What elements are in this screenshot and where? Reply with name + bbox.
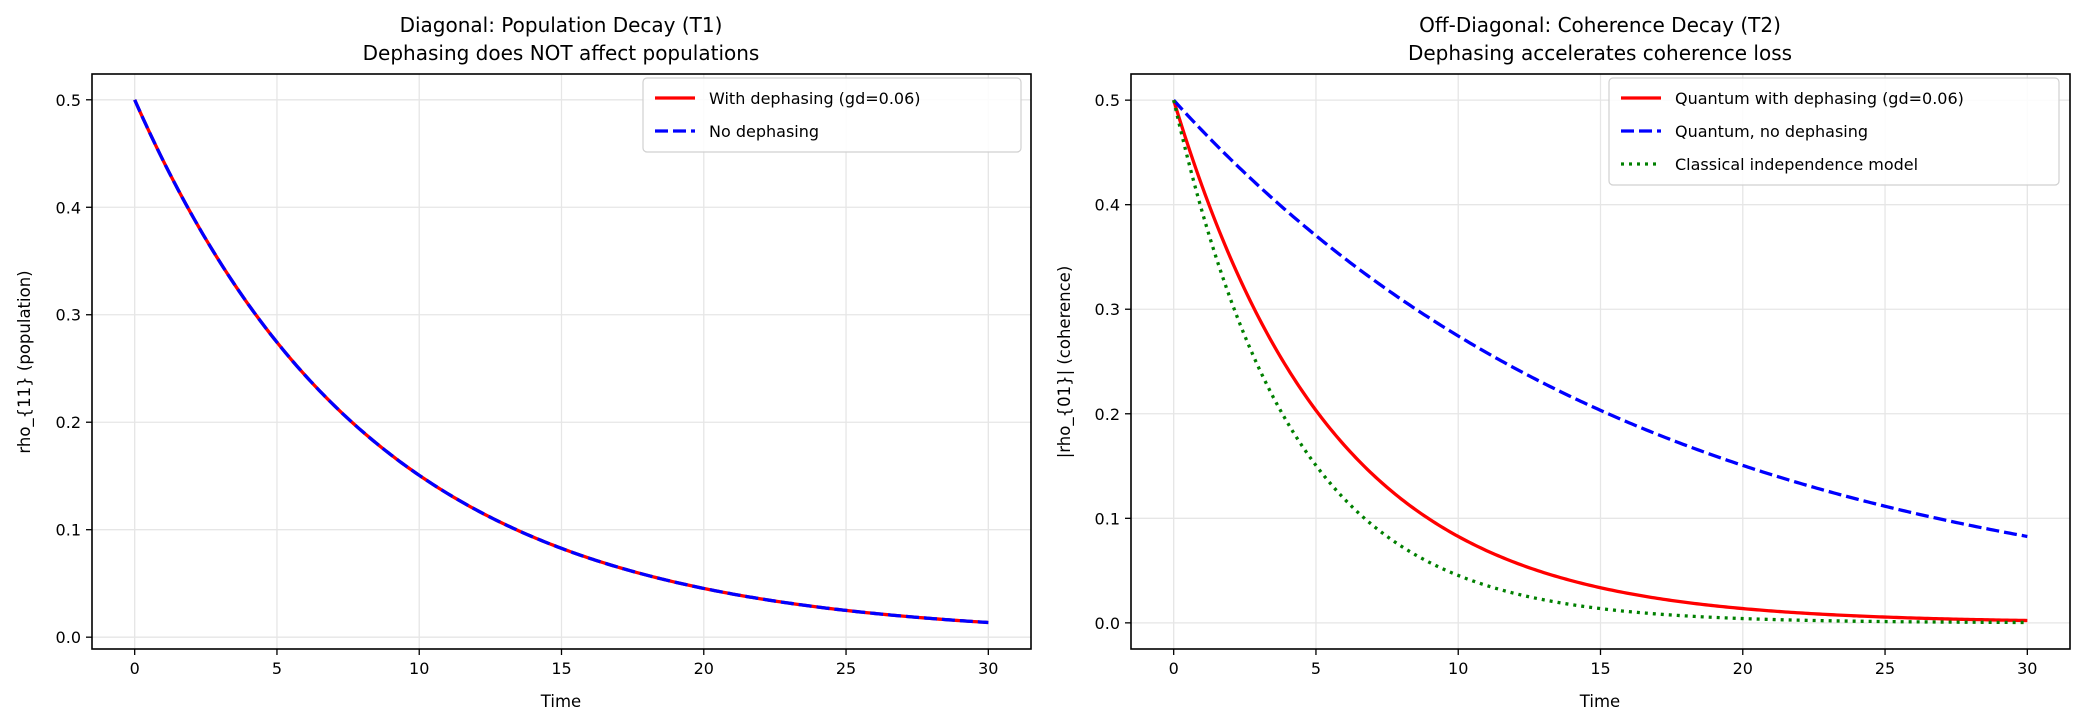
x-tick-label: 25 xyxy=(1875,659,1895,678)
y-tick-label: 0.0 xyxy=(56,628,81,647)
legend: Quantum with dephasing (gd=0.06) Quantum,… xyxy=(1608,77,2060,186)
y-tick-label: 0.4 xyxy=(56,198,81,217)
right-x-axis-label: Time xyxy=(1579,692,1620,711)
y-tick-label: 0.2 xyxy=(56,413,81,432)
x-tick-label: 10 xyxy=(1448,659,1468,678)
right-y-axis-label: |rho_{01}| (coherence) xyxy=(1055,266,1075,459)
x-tick-label: 5 xyxy=(272,659,282,678)
x-tick-label: 20 xyxy=(1733,659,1753,678)
legend-entry-label: Quantum with dephasing (gd=0.06) xyxy=(1675,89,1964,108)
y-tick-label: 0.1 xyxy=(56,521,81,540)
x-tick-label: 30 xyxy=(978,659,998,678)
y-tick-label: 0.3 xyxy=(1095,300,1120,319)
series-line-2 xyxy=(1172,99,2028,539)
x-tick-label: 10 xyxy=(409,659,429,678)
left-x-axis-label: Time xyxy=(540,692,581,711)
y-tick-label: 0.1 xyxy=(1095,509,1120,528)
x-tick-label: 5 xyxy=(1311,659,1321,678)
x-tick-label: 15 xyxy=(551,659,571,678)
y-tick-label: 0.5 xyxy=(1095,91,1120,110)
x-tick-label: 30 xyxy=(2017,659,2037,678)
legend-entry-label: Quantum, no dephasing xyxy=(1675,122,1868,141)
x-tick-label: 0 xyxy=(1169,659,1179,678)
series-line-2 xyxy=(133,99,989,625)
left-chart-title: Diagonal: Population Decay (T1) xyxy=(400,13,723,37)
right-chart-title: Off-Diagonal: Coherence Decay (T2) xyxy=(1419,13,1781,37)
y-tick-label: 0.2 xyxy=(1095,405,1120,424)
series-line-3 xyxy=(1172,99,2028,625)
legend-box xyxy=(642,77,1022,153)
legend: With dephasing (gd=0.06) No dephasing xyxy=(642,77,1022,153)
y-tick-label: 0.4 xyxy=(1095,196,1120,215)
x-tick-label: 0 xyxy=(130,659,140,678)
legend-entry-label: No dephasing xyxy=(709,122,819,141)
legend-box xyxy=(1608,77,2060,186)
x-tick-label: 25 xyxy=(836,659,856,678)
left-chart: Diagonal: Population Decay (T1) Dephasin… xyxy=(15,13,1032,711)
x-tick-label: 15 xyxy=(1590,659,1610,678)
series-line-1 xyxy=(1172,99,2028,623)
legend-entry-label: Classical independence model xyxy=(1675,155,1918,174)
legend-entry-label: With dephasing (gd=0.06) xyxy=(709,89,921,108)
right-chart-subtitle: Dephasing accelerates coherence loss xyxy=(1408,41,1792,65)
y-tick-label: 0.0 xyxy=(1095,614,1120,633)
x-tick-label: 20 xyxy=(694,659,714,678)
y-tick-label: 0.3 xyxy=(56,306,81,325)
left-y-axis-label: rho_{11} (population) xyxy=(15,270,35,453)
right-chart: Off-Diagonal: Coherence Decay (T2) Depha… xyxy=(1055,13,2071,711)
y-tick-label: 0.5 xyxy=(56,91,81,110)
left-chart-subtitle: Dephasing does NOT affect populations xyxy=(363,41,760,65)
